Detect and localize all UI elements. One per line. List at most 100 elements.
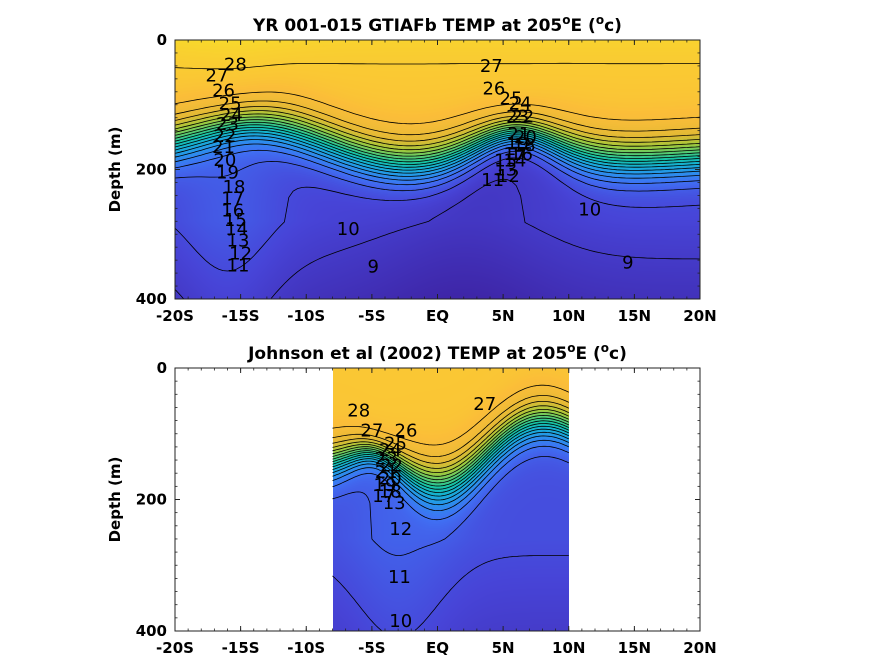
- y-tick-label: 400: [136, 290, 167, 308]
- x-tick-label: 15N: [618, 307, 651, 325]
- contour-14: [174, 139, 701, 177]
- contour-label: 15: [494, 150, 517, 171]
- contour-label: 13: [494, 160, 517, 181]
- contour-label: 19: [374, 475, 397, 496]
- contour-24: [332, 405, 569, 469]
- contour-label: 20: [379, 468, 402, 489]
- contour-label: 12: [497, 166, 520, 187]
- chart-title: YR 001-015 GTIAFb TEMP at 205oE (oc): [252, 13, 622, 36]
- contour-23: [174, 113, 701, 151]
- contour-label: 25: [500, 88, 523, 109]
- contour-11: [174, 150, 701, 192]
- contour-26: [174, 100, 701, 136]
- y-tick-label: 200: [136, 491, 167, 509]
- contour-label: 11: [388, 567, 411, 588]
- x-tick-label: -10S: [287, 307, 325, 325]
- contour-label: 12: [229, 244, 252, 265]
- contour-label: 28: [347, 401, 370, 422]
- contour-13: [332, 439, 569, 511]
- x-tick-label: EQ: [426, 307, 449, 325]
- contour-label: 18: [223, 177, 246, 198]
- y-axis-label: Depth (m): [106, 457, 124, 543]
- title-superscript: o: [562, 13, 570, 27]
- y-tick-label: 400: [136, 622, 167, 640]
- contour-20: [174, 121, 701, 160]
- contour-label: 12: [389, 519, 412, 540]
- contour-label: 11: [481, 170, 504, 191]
- title-superscript: o: [596, 13, 604, 27]
- contour-16: [174, 132, 701, 171]
- contour-21: [332, 414, 569, 481]
- contour-label: 18: [513, 135, 536, 156]
- contour-label: 16: [510, 144, 533, 165]
- contour-label: 13: [227, 231, 250, 252]
- contour-label: 15: [224, 210, 247, 231]
- contour-27: [174, 91, 701, 125]
- contour-label: 9: [622, 253, 633, 274]
- contour-label: 24: [379, 440, 402, 461]
- x-tick-label: -15S: [222, 639, 260, 656]
- contour-label: 22: [380, 455, 403, 476]
- contour-label: 21: [212, 137, 235, 158]
- title-superscript: o: [601, 341, 609, 355]
- contour-label: 20: [514, 127, 537, 148]
- x-tick-label: -20S: [156, 639, 194, 656]
- contour-label: 27: [206, 66, 229, 87]
- contour-10: [332, 555, 569, 632]
- contour-label: 14: [503, 150, 526, 171]
- contour-label: 18: [379, 482, 402, 503]
- contour-10: [174, 157, 701, 272]
- title-superscript: o: [567, 341, 575, 355]
- contour-16: [332, 428, 569, 497]
- contour-label: 19: [506, 134, 529, 155]
- contour-19: [174, 124, 701, 163]
- contour-20: [332, 417, 569, 484]
- contour-label: 21: [507, 124, 530, 145]
- contour-label: 10: [337, 219, 360, 240]
- x-tick-label: -20S: [156, 307, 194, 325]
- contour-label: 27: [480, 56, 503, 77]
- contour-label: 17: [503, 144, 526, 165]
- contour-labels: 2827262524232221201918171615141312111092…: [206, 55, 634, 278]
- contour-label: 10: [578, 200, 601, 221]
- contour-13: [174, 143, 701, 181]
- x-tick-label: 5N: [492, 639, 515, 656]
- x-tick-label: 15N: [618, 639, 651, 656]
- contour-label: 23: [216, 114, 239, 135]
- x-tick-label: -5S: [358, 307, 385, 325]
- contour-28: [174, 62, 700, 70]
- contour-label: 14: [225, 219, 248, 240]
- y-axis: 0 200 400: [136, 359, 700, 640]
- contour-label: 25: [219, 93, 242, 114]
- contour-label: 28: [224, 55, 247, 76]
- chart-panel-1: 2827262524232221201918171615141312111092…: [106, 13, 717, 325]
- contour-12: [174, 146, 701, 186]
- y-tick-label: 0: [157, 31, 167, 49]
- contour-label: 17: [221, 189, 244, 210]
- contour-18: [332, 423, 569, 490]
- contour-label: 26: [395, 420, 418, 441]
- contour-12: [332, 445, 569, 521]
- title-text: E (: [571, 16, 596, 36]
- contour-label: 9: [367, 257, 378, 278]
- contour-24: [174, 110, 701, 147]
- x-tick-label: EQ: [426, 639, 449, 656]
- contour-label: 11: [227, 255, 250, 276]
- contour-21: [174, 119, 701, 157]
- contour-label: 25: [384, 434, 407, 455]
- title-text: c): [604, 16, 622, 36]
- contour-label: 22: [511, 106, 534, 127]
- contour-label: 17: [372, 486, 395, 507]
- x-tick-label: 5N: [492, 307, 515, 325]
- y-axis-label: Depth (m): [106, 127, 124, 213]
- contour-label: 13: [383, 493, 406, 514]
- contour-19: [332, 420, 569, 487]
- x-tick-label: 10N: [552, 639, 585, 656]
- contour-14: [332, 435, 569, 506]
- x-tick-label: -15S: [222, 307, 260, 325]
- contour-15: [174, 135, 701, 174]
- contour-23: [332, 409, 569, 473]
- contour-label: 23: [375, 449, 398, 470]
